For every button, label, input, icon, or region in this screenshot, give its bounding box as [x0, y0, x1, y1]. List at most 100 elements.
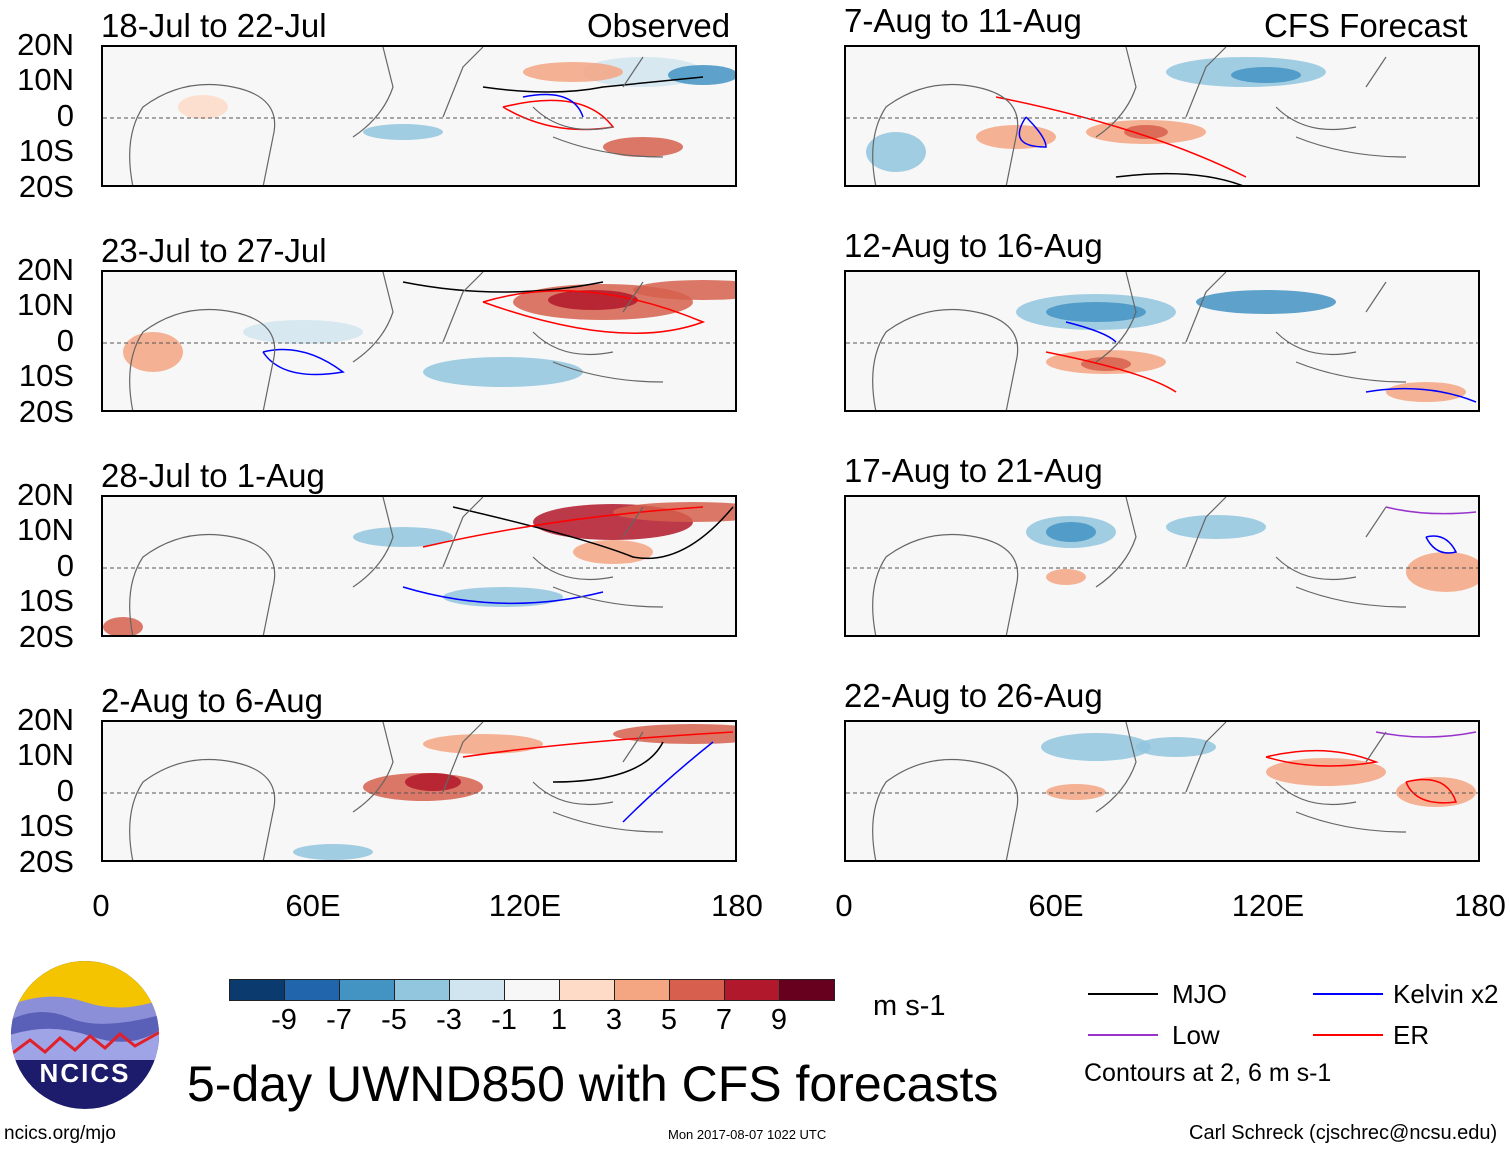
colorbar-label: 5: [660, 1004, 678, 1036]
lat-tick-label: 10N: [17, 737, 74, 772]
contour-line: [502, 99, 615, 131]
coastline: [129, 47, 664, 185]
lat-tick-label: 20N: [17, 477, 74, 512]
anomaly-shading: [103, 617, 143, 635]
lat-tick-label: 20S: [18, 169, 74, 204]
lat-tick-label: 20S: [18, 394, 74, 429]
coastline: [872, 722, 1407, 860]
colorbar-label: -5: [381, 1004, 407, 1036]
contour-line: [1405, 778, 1458, 804]
contour-line: [462, 731, 734, 758]
lat-tick-label: 20S: [18, 619, 74, 654]
lat-tick-label: 10S: [18, 583, 74, 618]
footer-timestamp: Mon 2017-08-07 1022 UTC: [668, 1127, 827, 1142]
anomaly-shading: [123, 332, 183, 372]
colorbar-label: 9: [770, 1004, 788, 1036]
legend-line-er: [1313, 1034, 1383, 1036]
lat-tick-label: 10S: [18, 358, 74, 393]
colorbar-swatch: [504, 979, 560, 1001]
panel-title: 17-Aug to 21-Aug: [844, 452, 1103, 489]
anomaly-shading: [1046, 522, 1096, 542]
anomaly-shading: [353, 527, 453, 547]
anomaly-shading: [1046, 302, 1146, 322]
colorbar-swatch: [779, 979, 835, 1001]
panel-title: 28-Jul to 1-Aug: [101, 457, 325, 494]
lat-tick-label: 10S: [18, 808, 74, 843]
anomaly-shading: [1166, 515, 1266, 539]
anomaly-shading: [866, 132, 926, 172]
lat-tick-label: 20N: [17, 27, 74, 62]
anomaly-shading: [523, 62, 623, 82]
contour-line: [482, 76, 704, 93]
panel-title: 23-Jul to 27-Jul: [101, 232, 327, 269]
legend-label: ER: [1393, 1020, 1430, 1050]
legend-label: MJO: [1172, 979, 1227, 1009]
legend-line-low: [1088, 1034, 1158, 1036]
anomaly-shading: [1046, 784, 1106, 800]
coastline: [129, 497, 664, 635]
anomaly-shading: [1136, 737, 1216, 757]
contour-line: [1018, 116, 1047, 148]
panel-title: 18-Jul to 22-Jul: [101, 7, 327, 44]
lon-tick-label: 180: [711, 888, 763, 923]
lon-tick-label: 60E: [1028, 888, 1084, 923]
anomaly-shading: [423, 357, 583, 387]
anomaly-shading: [363, 124, 443, 140]
anomaly-shading: [293, 844, 373, 860]
lat-tick-label: 20S: [18, 844, 74, 879]
colorbar-label: 1: [550, 1004, 568, 1036]
colorbar-swatch: [284, 979, 340, 1001]
anomaly-shading: [405, 773, 461, 791]
contour-line: [452, 506, 734, 560]
colorbar-swatch: [394, 979, 450, 1001]
colorbar-swatch: [614, 979, 670, 1001]
contour-line: [522, 93, 584, 118]
coastline: [872, 47, 1407, 185]
anomaly-shading: [1396, 777, 1476, 807]
coastline: [129, 722, 664, 860]
lon-tick-label: 120E: [488, 888, 562, 923]
contour-line: [402, 281, 604, 293]
anomaly-shading: [178, 95, 228, 119]
colorbar-label: 7: [715, 1004, 733, 1036]
anomaly-shading: [1386, 382, 1466, 402]
colorbar-swatch: [339, 979, 395, 1001]
colorbar-label: -9: [271, 1004, 297, 1036]
lat-tick-label: 0: [56, 548, 74, 583]
panel-title: 22-Aug to 26-Aug: [844, 677, 1103, 714]
lat-tick-label: 10N: [17, 287, 74, 322]
logo-text: NCICS: [40, 1058, 131, 1088]
lat-tick-label: 10S: [18, 133, 74, 168]
lon-tick-label: 120E: [1231, 888, 1305, 923]
legend-line-mjo: [1088, 993, 1158, 995]
footer-credit: Carl Schreck (cjschrec@ncsu.edu): [1189, 1122, 1498, 1144]
anomaly-shading: [633, 280, 735, 300]
colorbar-label: -7: [326, 1004, 352, 1036]
legend-label: Kelvin x2: [1393, 979, 1499, 1009]
anomaly-shading: [423, 734, 543, 754]
lon-tick-label: 180: [1454, 888, 1506, 923]
colorbar-swatch: [229, 979, 285, 1001]
coastline: [872, 272, 1407, 410]
anomaly-shading: [1406, 552, 1478, 592]
panel-title: 12-Aug to 16-Aug: [844, 227, 1103, 264]
lat-tick-label: 0: [56, 773, 74, 808]
colorbar-swatch: [724, 979, 780, 1001]
anomaly-shading: [1196, 290, 1336, 314]
anomaly-shading: [668, 65, 735, 85]
anomaly-shading: [1041, 733, 1151, 761]
anomaly-shading: [613, 724, 735, 744]
contour-line: [262, 348, 345, 376]
colorbar-label: -1: [491, 1004, 517, 1036]
lat-tick-label: 0: [56, 323, 74, 358]
legend-label: Low: [1172, 1020, 1220, 1050]
observed-map-panel: [101, 45, 737, 187]
observed-label: Observed: [587, 7, 731, 44]
anomaly-shading: [613, 502, 735, 522]
contour-line: [1065, 321, 1117, 343]
contours-note: Contours at 2, 6 m s-1: [1084, 1059, 1332, 1087]
panel-title: 7-Aug to 11-Aug: [844, 2, 1082, 39]
footer-url[interactable]: ncics.org/mjo: [4, 1123, 116, 1144]
contour-line: [422, 506, 704, 548]
